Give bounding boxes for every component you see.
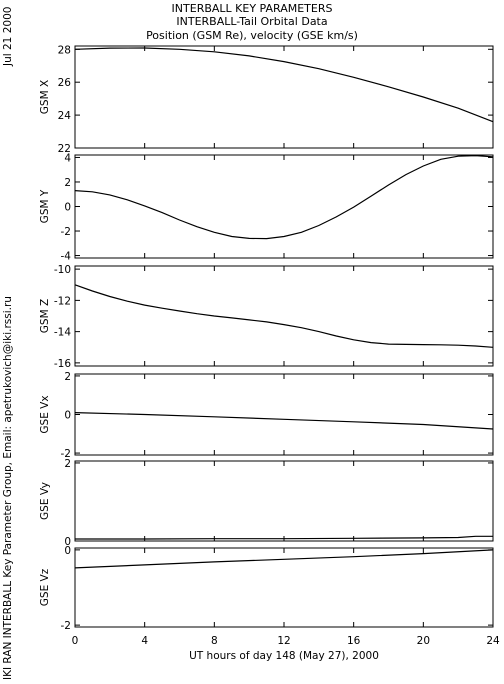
y-axis-label-gsm-x: GSM X — [39, 80, 51, 114]
series-line-gse-vy — [75, 535, 493, 540]
y-tick-label-gsm-x: 28 — [58, 44, 71, 56]
chart-title: INTERBALL KEY PARAMETERS — [171, 2, 333, 15]
x-axis-label: UT hours of day 148 (May 27), 2000 — [189, 650, 379, 662]
panel-frame-gse-vy — [74, 460, 494, 542]
y-tick-label-gse-vx: 0 — [64, 410, 71, 422]
y-axis-label-gse-vx: GSE Vx — [39, 395, 51, 433]
y-tick-label-gse-vz: -2 — [61, 620, 71, 632]
y-tick-label-gsm-x: 26 — [58, 77, 72, 89]
chart-subtitle: INTERBALL-Tail Orbital Data — [176, 15, 328, 28]
y-tick-label-gsm-y: -4 — [61, 251, 72, 263]
panel-frame-gsm-y — [74, 154, 494, 259]
series-line-gsm-z — [74, 284, 494, 348]
x-tick-label: 24 — [486, 635, 500, 647]
series-line-gse-vx — [74, 412, 494, 430]
x-tick-label: 4 — [141, 635, 148, 647]
y-tick-label-gsm-y: 4 — [64, 152, 71, 164]
x-tick-label: 8 — [211, 635, 218, 647]
y-axis-label-gse-vy: GSE Vy — [39, 482, 51, 520]
x-tick-label: 0 — [72, 635, 79, 647]
y-tick-label-gsm-x: 22 — [58, 143, 71, 155]
y-tick-label-gsm-z: -12 — [54, 295, 71, 307]
y-tick-label-gsm-x: 24 — [58, 110, 72, 122]
chart-units-line: Position (GSM Re), velocity (GSE km/s) — [146, 29, 358, 42]
y-axis-label-gsm-z: GSM Z — [39, 299, 51, 333]
y-tick-label-gse-vx: -2 — [61, 448, 71, 460]
y-tick-label-gse-vx: 2 — [64, 371, 71, 383]
y-tick-label-gse-vy: 0 — [64, 536, 71, 548]
y-axis-label-gse-vz: GSE Vz — [39, 568, 51, 606]
y-tick-label-gsm-y: 0 — [64, 202, 71, 214]
x-tick-label: 20 — [417, 635, 430, 647]
y-tick-label-gse-vz: 0 — [64, 545, 71, 557]
series-line-gse-vz — [74, 549, 494, 569]
series-line-gsm-y — [74, 154, 494, 240]
x-tick-label: 12 — [277, 635, 290, 647]
x-tick-label: 16 — [347, 635, 361, 647]
y-axis-label-gsm-y: GSM Y — [39, 189, 51, 223]
y-tick-label-gsm-y: 2 — [64, 177, 71, 189]
y-tick-label-gsm-z: -16 — [54, 358, 71, 370]
y-tick-label-gsm-z: -14 — [54, 327, 71, 339]
y-tick-label-gsm-y: -2 — [61, 226, 71, 238]
y-tick-label-gsm-z: -10 — [54, 264, 71, 276]
y-tick-label-gse-vy: 2 — [64, 458, 71, 470]
series-line-gsm-x — [74, 47, 494, 123]
panel-frame-gsm-z — [74, 265, 494, 367]
